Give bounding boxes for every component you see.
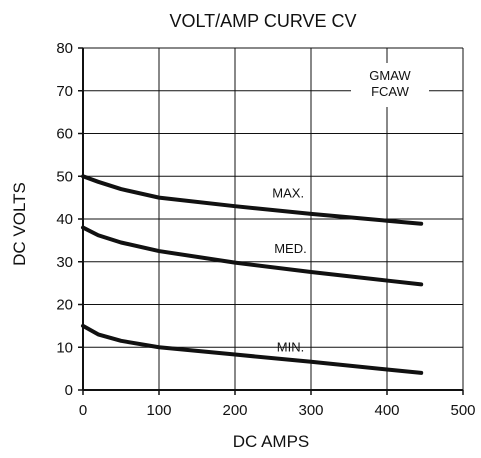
y-tick-label-30: 30 [56, 254, 73, 271]
y-tick-label-0: 0 [65, 382, 73, 399]
annotation-mask [351, 63, 429, 107]
axes [78, 47, 464, 395]
annotation-gmaw: GMAW [369, 68, 411, 83]
y-tick-label-60: 60 [56, 126, 73, 143]
series-labels: MAX. MED. MIN. [272, 186, 306, 355]
y-tick-label-40: 40 [56, 211, 73, 228]
x-tick-label-400: 400 [374, 402, 399, 419]
series-label-med: MED. [274, 241, 307, 256]
y-tick-label-70: 70 [56, 83, 73, 100]
y-axis-label: DC VOLTS [10, 182, 29, 266]
annotation-fcaw: FCAW [371, 84, 410, 99]
series-lines [81, 174, 424, 375]
tick-labels: 0 10 20 30 40 50 60 70 80 0 100 200 300 400 500 [56, 40, 475, 419]
series-label-max: MAX. [272, 186, 304, 201]
x-tick-label-100: 100 [146, 402, 171, 419]
x-tick-label-0: 0 [79, 402, 87, 419]
series-line-min [81, 323, 424, 375]
x-tick-label-200: 200 [222, 402, 247, 419]
y-tick-label-20: 20 [56, 297, 73, 314]
y-tick-label-80: 80 [56, 40, 73, 57]
x-axis-label: DC AMPS [233, 432, 310, 451]
chart-title: VOLT/AMP CURVE CV [169, 11, 356, 31]
y-tick-label-50: 50 [56, 168, 73, 185]
x-tick-label-500: 500 [450, 402, 475, 419]
x-tick-label-300: 300 [298, 402, 323, 419]
series-line-med [81, 225, 424, 287]
series-line-max [81, 174, 424, 226]
series-label-min: MIN. [277, 340, 304, 355]
y-tick-label-10: 10 [56, 339, 73, 356]
